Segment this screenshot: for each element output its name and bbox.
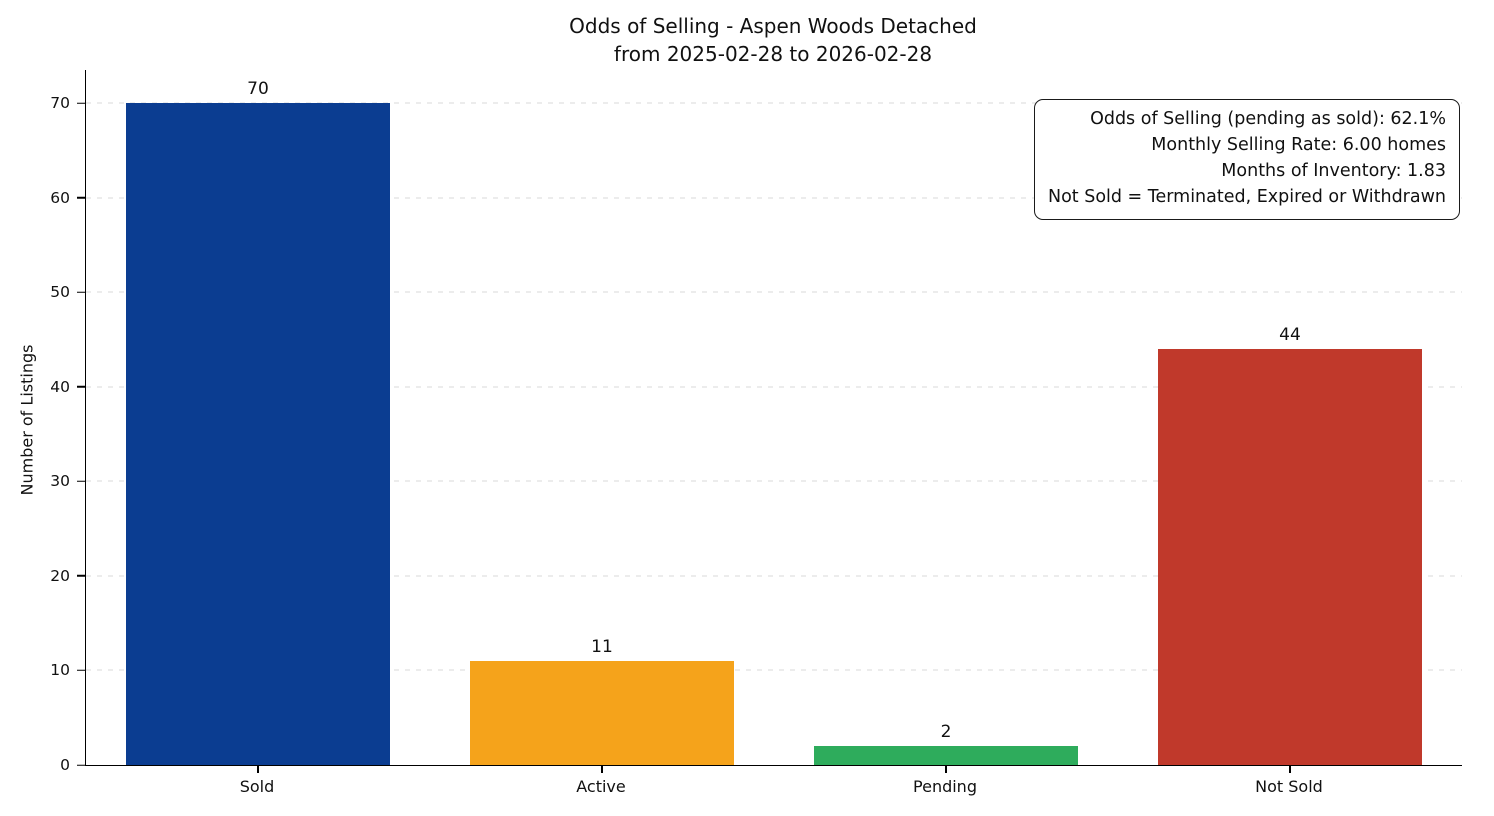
bar-pending: [813, 746, 1079, 765]
bar-value-label-sold: 70: [247, 79, 269, 100]
y-tick-mark: [77, 102, 86, 104]
gridline: [86, 480, 1462, 482]
chart-title-line1: Odds of Selling - Aspen Woods Detached: [569, 14, 977, 38]
bar-slot-not-sold: 44: [1118, 70, 1462, 765]
plot-area: 70 11 2 44 Odds of Selling (pending as sold…: [77, 70, 1462, 766]
annotation-line-odds: Odds of Selling (pending as sold): 62.1%: [1090, 109, 1446, 129]
y-tick-mark: [77, 764, 86, 766]
bar-slot-active: 11: [430, 70, 774, 765]
y-axis-tick-labels: 0 10 20 30 40 50 60 70: [0, 70, 70, 774]
x-tick-label-not-sold: Not Sold: [1117, 766, 1461, 796]
y-tick-mark: [77, 386, 86, 388]
bar-active: [469, 661, 735, 765]
y-tick-label: 40: [50, 377, 70, 396]
x-tick-label-pending: Pending: [773, 766, 1117, 796]
x-tick-label-active: Active: [429, 766, 773, 796]
y-tick-mark: [77, 196, 86, 199]
chart-title: Odds of Selling - Aspen Woods Detached f…: [85, 12, 1461, 68]
y-tick-label: 10: [50, 661, 70, 680]
annotation-line-rate: Monthly Selling Rate: 6.00 homes: [1151, 134, 1446, 155]
gridline: [86, 575, 1462, 577]
gridlines: [86, 70, 1462, 765]
bar-value-label-pending: 2: [940, 722, 952, 743]
y-tick-mark: [77, 669, 86, 672]
chart-title-line2: from 2025-02-28 to 2026-02-28: [613, 42, 933, 66]
y-tick-mark: [77, 480, 86, 483]
x-tick-label-sold: Sold: [85, 766, 429, 796]
annotation-box: Odds of Selling (pending as sold): 62.1%…: [1033, 99, 1460, 220]
bar-value-label-not-sold: 44: [1279, 324, 1301, 345]
y-tick-label: 0: [60, 756, 70, 774]
bar-slot-pending: 2: [774, 70, 1118, 765]
bar-not-sold: [1157, 348, 1423, 765]
bar-value-label-active: 11: [591, 637, 613, 657]
bars: 70 11 2 44: [86, 70, 1462, 765]
y-tick-label: 20: [50, 566, 70, 585]
y-tick-label: 60: [50, 188, 70, 207]
annotation-line-inventory: Months of Inventory: 1.83: [1221, 160, 1446, 181]
y-tick-label: 70: [50, 94, 70, 113]
y-tick-label: 30: [50, 472, 70, 491]
bar-sold: [125, 103, 391, 765]
gridline: [86, 197, 1462, 199]
y-tick-label: 50: [50, 283, 70, 302]
y-tick-mark: [77, 575, 86, 577]
y-tick-mark: [77, 291, 86, 293]
gridline: [86, 669, 1462, 671]
bar-slot-sold: 70: [86, 70, 430, 765]
x-axis-tick-labels: Sold Active Pending Not Sold: [85, 766, 1461, 796]
annotation-line-notsold: Not Sold = Terminated, Expired or Withdr…: [1047, 186, 1446, 207]
gridline: [86, 291, 1462, 293]
gridline: [86, 102, 1462, 104]
gridline: [86, 386, 1462, 388]
